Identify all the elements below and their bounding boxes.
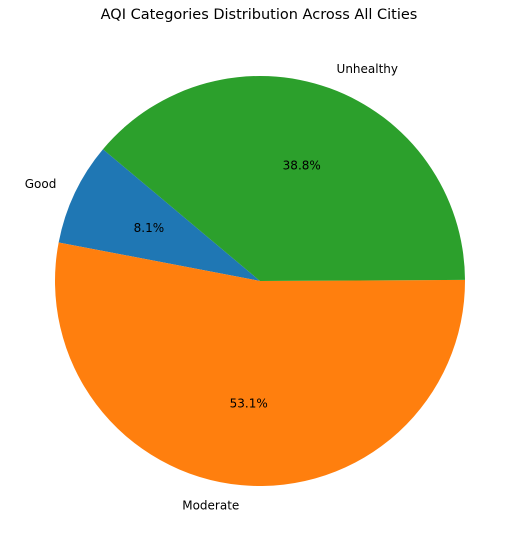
chart-title: AQI Categories Distribution Across All C… [101, 7, 418, 23]
percent-label-moderate: 53.1% [230, 396, 268, 410]
category-label-unhealthy: Unhealthy [337, 62, 398, 76]
category-label-good: Good [25, 177, 57, 191]
percent-label-unhealthy: 38.8% [283, 158, 321, 172]
pie-labels: Good 8.1% Moderate 53.1% Unhealthy 38.8% [25, 62, 398, 513]
percent-label-good: 8.1% [134, 221, 165, 235]
pie-slice-moderate [54, 242, 465, 486]
pie-slice-good [58, 149, 260, 281]
pie-slice-unhealthy [102, 76, 465, 281]
pie-slices [54, 76, 465, 486]
category-label-moderate: Moderate [182, 499, 239, 513]
